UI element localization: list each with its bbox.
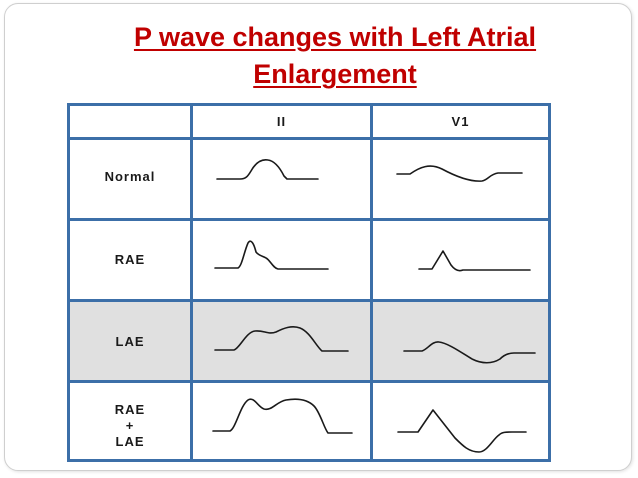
- row-divider-1: [70, 218, 548, 221]
- slide-title-line-2: Enlargement: [253, 59, 417, 89]
- row-label-rae-plus-lae-line-2: +: [125, 418, 135, 433]
- lae-lead-ii-trace: [214, 325, 349, 352]
- row-divider-header: [70, 137, 548, 140]
- column-divider-2: [370, 106, 373, 459]
- normal-lead-ii-trace: [216, 159, 319, 180]
- rae-lead-v1-trace: [418, 250, 531, 272]
- p-wave-table: II V1 Normal RAE LAE RAE + LAE: [67, 103, 551, 462]
- rae-plus-lae-lead-ii-trace: [212, 398, 353, 434]
- normal-lead-ii-waveform: [216, 159, 319, 180]
- row-label-rae-plus-lae: RAE + LAE: [70, 402, 190, 450]
- column-divider-1: [190, 106, 193, 459]
- row-divider-3: [70, 380, 548, 383]
- normal-lead-v1-trace: [396, 165, 523, 182]
- column-header-lead-ii: II: [276, 114, 287, 129]
- row-label-rae: RAE: [114, 252, 146, 267]
- lae-lead-ii-waveform: [214, 325, 349, 352]
- rae-lead-ii-trace: [214, 240, 329, 270]
- column-header-lead-v1: V1: [451, 114, 470, 129]
- lae-row-highlight: [70, 301, 548, 381]
- rae-lead-v1-waveform: [418, 250, 531, 272]
- rae-plus-lae-lead-v1-trace: [397, 409, 527, 453]
- lae-lead-v1-waveform: [403, 341, 536, 364]
- normal-lead-v1-waveform: [396, 165, 523, 182]
- slide-title-line-1: P wave changes with Left Atrial: [133, 22, 537, 52]
- row-label-rae-plus-lae-line-1: RAE: [114, 402, 146, 417]
- rae-plus-lae-lead-ii-waveform: [212, 398, 353, 434]
- row-label-normal: Normal: [104, 169, 156, 184]
- row-label-rae-plus-lae-line-3: LAE: [115, 434, 145, 449]
- row-label-lae: LAE: [115, 334, 145, 349]
- rae-lead-ii-waveform: [214, 240, 329, 270]
- lae-lead-v1-trace: [403, 341, 536, 364]
- rae-plus-lae-lead-v1-waveform: [397, 409, 527, 453]
- row-divider-2: [70, 299, 548, 302]
